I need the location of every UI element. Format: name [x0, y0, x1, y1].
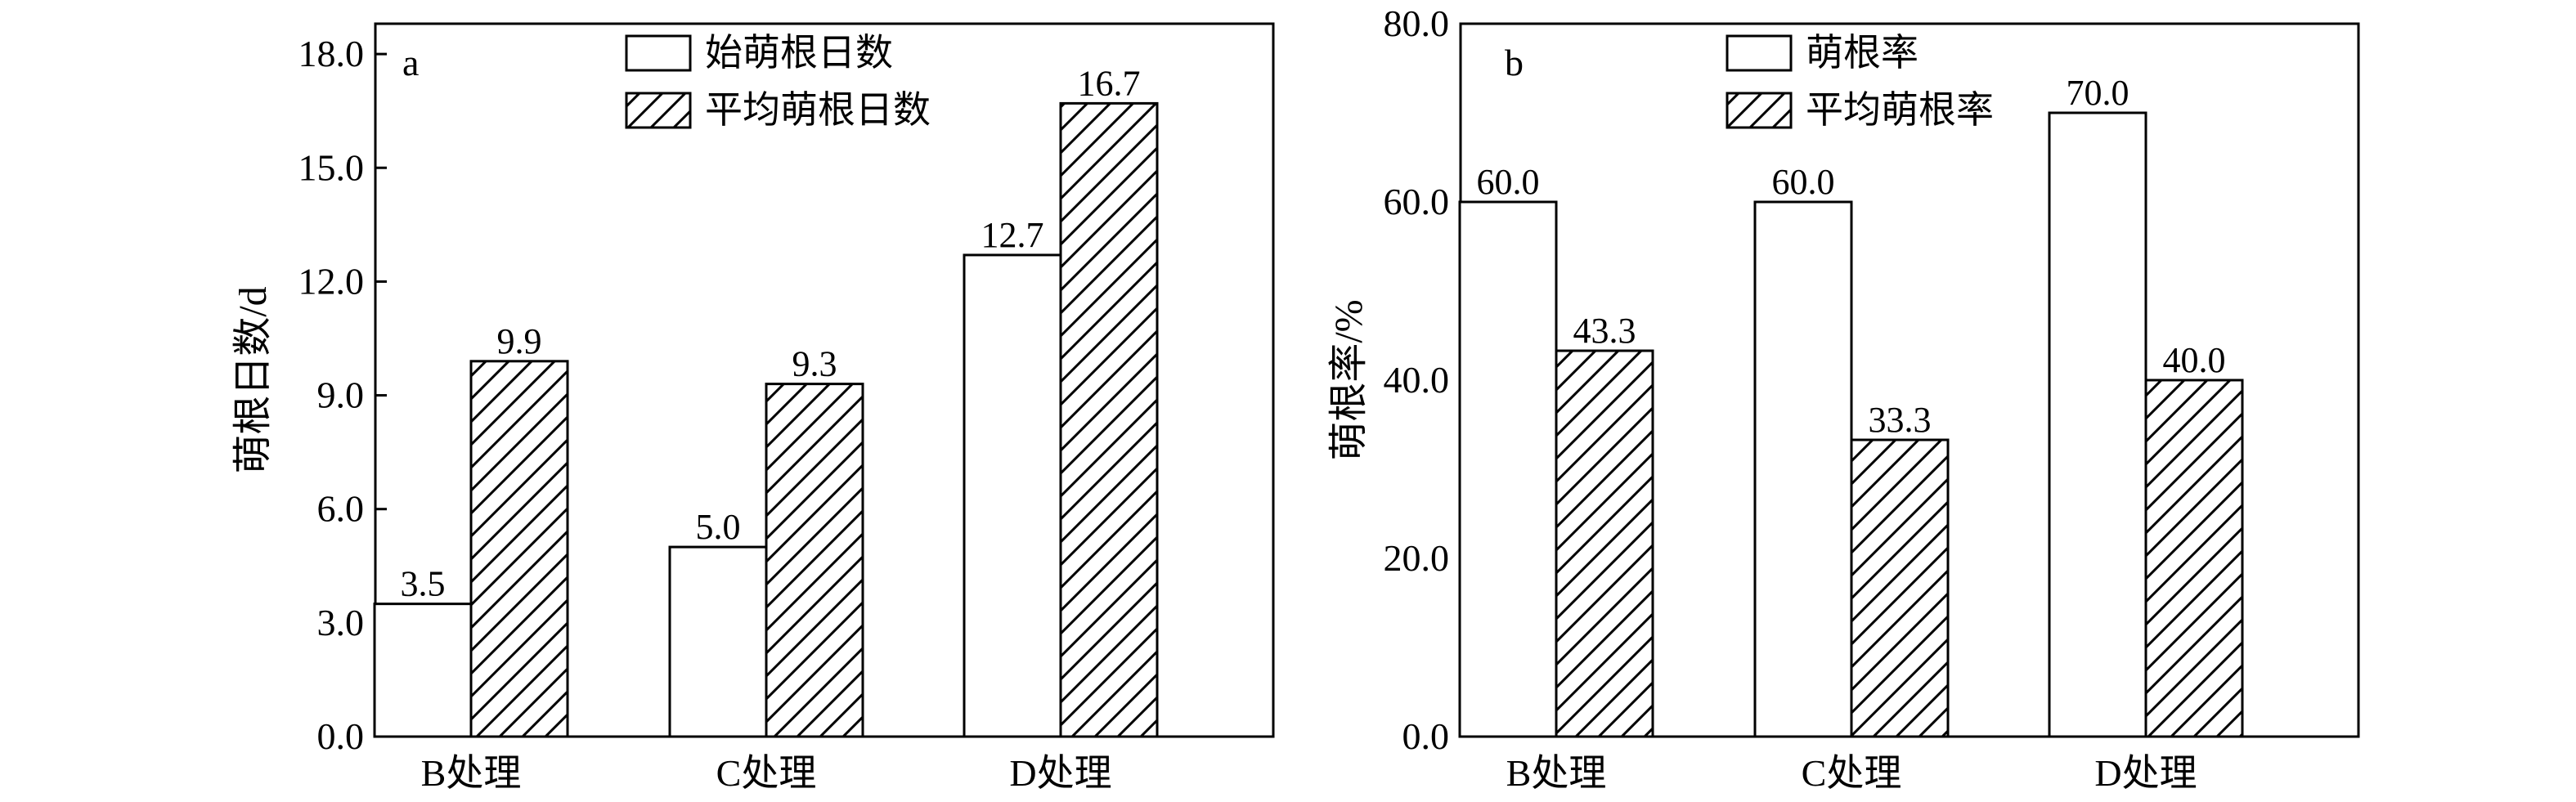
bar-hatched — [1059, 101, 1159, 738]
bars — [1458, 111, 2244, 738]
x-tick-label: D处理 — [2094, 752, 2197, 794]
panel-letter: b — [1505, 42, 1524, 83]
data-label: 3.5 — [401, 564, 446, 604]
bar-hatched — [1850, 438, 1950, 738]
chart-panel-a: a 萌根日数/d 0.0 3.0 6.0 9.0 12.0 15.0 18.0 3.5 9.9… — [231, 22, 1275, 794]
bar-plain — [963, 253, 1062, 738]
y-tick-label: 20.0 — [1384, 537, 1450, 579]
data-label: 70.0 — [2067, 73, 2129, 113]
data-label: 9.3 — [792, 344, 837, 384]
x-tick-label: B处理 — [421, 752, 522, 794]
y-tick-label: 60.0 — [1384, 181, 1450, 222]
bar-hatched — [469, 360, 569, 738]
data-label: 12.7 — [981, 215, 1044, 255]
data-label: 60.0 — [1477, 162, 1540, 202]
category-labels: B处理 C处理 D处理 — [421, 725, 1112, 794]
legend: 萌根率 平均萌根率 — [1726, 32, 1994, 131]
bar-hatched — [1555, 349, 1654, 738]
y-tick-label: 3.0 — [317, 602, 365, 643]
legend-swatch-plain — [625, 34, 692, 72]
bar-plain — [1458, 200, 1558, 738]
data-label: 33.3 — [1869, 400, 1932, 440]
legend-swatch-hatch — [1726, 92, 1793, 129]
bar-hatched — [765, 383, 864, 738]
x-tick-label: C处理 — [716, 752, 817, 794]
x-tick-label: B处理 — [1506, 752, 1607, 794]
bar-hatched — [2144, 379, 2244, 738]
bar-plain — [1753, 200, 1853, 738]
y-axis-title: 萌根日数/d — [231, 286, 275, 473]
y-tick-label: 9.0 — [317, 374, 365, 416]
legend-label: 平均萌根日数 — [705, 89, 931, 131]
chart-panel-b: b 萌根率/% 0.020.040.060.080.0 60.043.360.0… — [1327, 2, 2360, 794]
y-tick-label: 0.0 — [1402, 715, 1450, 757]
y-axis-ticks: 0.0 3.0 6.0 9.0 12.0 15.0 18.0 — [298, 33, 387, 757]
data-label: 60.0 — [1772, 162, 1835, 202]
data-labels: 60.0 43.3 60.0 33.3 70.0 40.0 — [1477, 73, 2226, 440]
y-tick-label: 80.0 — [1384, 2, 1450, 44]
bars — [373, 101, 1159, 738]
y-axis-ticks: 0.0 20.0 40.0 60.0 80.0 — [1384, 2, 1472, 757]
x-tick-label: D处理 — [1009, 752, 1111, 794]
y-tick-label: 0.0 — [317, 715, 365, 757]
category-labels: B处理 C处理 D处理 — [1506, 725, 2197, 794]
y-tick-label: 6.0 — [317, 488, 365, 530]
data-labels: 3.5 9.9 5.0 9.3 12.7 16.7 — [401, 63, 1141, 603]
data-label: 43.3 — [1573, 311, 1636, 351]
data-label: 5.0 — [696, 507, 741, 547]
y-tick-label: 15.0 — [298, 146, 365, 188]
y-tick-label: 12.0 — [298, 260, 365, 302]
bar-plain — [373, 603, 473, 738]
legend-swatch-plain — [1726, 34, 1793, 72]
data-label: 9.9 — [497, 321, 542, 361]
legend-label: 始萌根日数 — [705, 32, 893, 74]
bar-plain — [2048, 111, 2147, 738]
panel-letter: a — [402, 42, 419, 83]
legend-label: 平均萌根率 — [1806, 89, 1994, 131]
x-tick-label: C处理 — [1802, 752, 1902, 794]
legend: 始萌根日数 平均萌根日数 — [625, 32, 931, 131]
legend-label: 萌根率 — [1806, 32, 1919, 74]
y-tick-label: 18.0 — [298, 33, 365, 74]
y-tick-label: 40.0 — [1384, 359, 1450, 401]
legend-swatch-hatch — [625, 92, 692, 129]
data-label: 40.0 — [2163, 340, 2226, 380]
data-label: 16.7 — [1078, 63, 1141, 103]
y-axis-title: 萌根率/% — [1327, 299, 1371, 460]
bar-plain — [668, 545, 768, 738]
